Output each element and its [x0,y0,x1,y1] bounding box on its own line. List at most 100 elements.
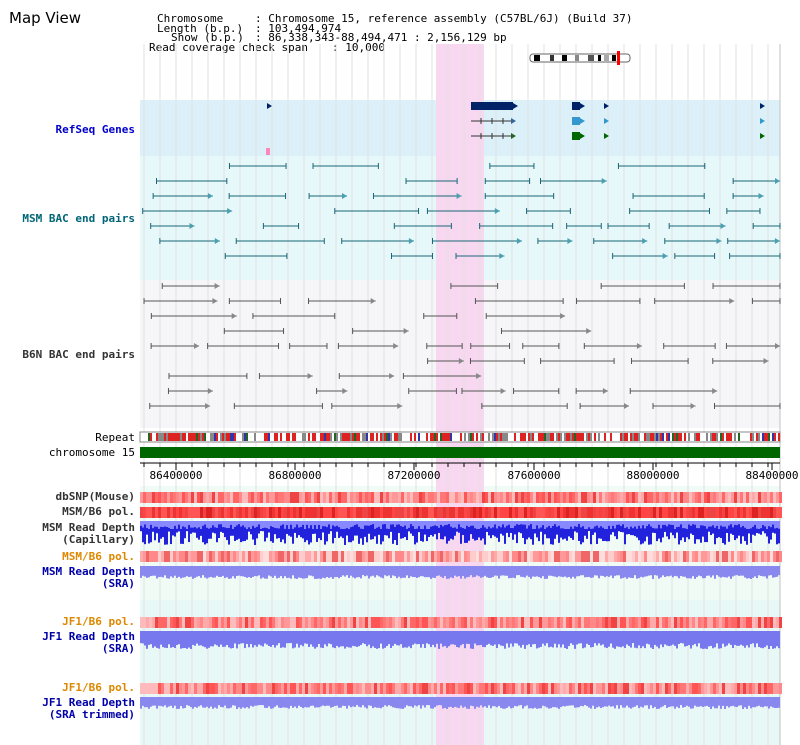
jf1-b6-pol-strip-2 [374,683,377,694]
msm-capillary-depth-bar [290,521,292,537]
jf1-b6-pol-strip [701,617,704,628]
gene-highlight-mark [266,148,270,155]
jf1-b6-pol-strip [230,617,233,628]
msm-b6-pol-strip [374,507,377,518]
repeat-segment [532,433,534,441]
msm-b6-pol-strip-2 [278,551,281,562]
jf1-trim-depth-bar [536,697,538,709]
jf1-b6-pol-strip-2 [569,683,572,694]
jf1-sra-depth-bar [484,631,486,648]
jf1-trim-depth-bar [702,697,704,707]
msm-capillary-depth-light [758,521,760,529]
jf1-sra-depth-bar [162,631,164,648]
jf1-sra-depth-bar [312,631,314,647]
msm-capillary-depth-bar [566,521,568,541]
msm-bac-features[interactable] [142,163,781,259]
jf1-sra-depth-bar [544,631,546,646]
jf1-trim-depth-bar [720,697,722,709]
msm-sra-depth-bar [468,566,470,577]
msm-capillary-depth-light [752,521,754,527]
msm-b6-pol-strip-2 [527,551,530,562]
jf1-trim-depth-bar [742,697,744,709]
jf1-sra-depth-bar [674,631,676,646]
msm-b6-pol-strip-2 [320,551,323,562]
msm-capillary-depth-light [328,521,330,525]
jf1-trim-depth-bar [292,697,294,708]
msm-b6-pol-strip-2 [302,551,305,562]
repeat-segment [482,433,484,441]
msm-b6-pol-strip [503,507,506,518]
msm-sra-depth-bar [764,566,766,577]
repeat-segment [268,433,270,441]
jf1-b6-pol-strip [518,617,521,628]
msm-b6-pol-strip-2 [572,551,575,562]
refseq-gene-features[interactable] [266,102,765,155]
msm-capillary-depth-bar [384,521,386,536]
jf1-b6-pol-strip-2 [599,683,602,694]
jf1-sra-depth-bar [610,631,612,644]
msm-b6-pol-strip-2 [680,551,683,562]
msm-b6-pol-strip-2 [392,551,395,562]
msm-sra-depth-bar [356,566,358,578]
jf1-b6-pol-strip-2 [440,683,443,694]
msm-capillary-depth-bar [420,521,422,541]
jf1-b6-pol-strip-2 [752,683,755,694]
jf1-trim-depth-bar [338,697,340,708]
jf1-b6-pol-strip [464,617,467,628]
msm-b6-pol-strip [269,507,272,518]
msm-capillary-depth-bar [724,521,726,545]
msm-capillary-depth-light [538,521,540,529]
msm-sra-depth-bar [466,566,468,578]
jf1-trim-depth-bar [414,697,416,706]
jf1-b6-pol-strip [362,617,365,628]
jf1-trim-depth-bar [222,697,224,708]
dbsnp-strip [665,492,668,503]
msm-capillary-depth-light [304,521,306,529]
msm-sra-depth-bar [728,566,730,577]
b6n-bac-features[interactable] [143,283,781,409]
msm-sra-depth-bar [612,566,614,579]
msm-capillary-depth-bar [244,521,246,542]
dbsnp-strip [560,492,563,503]
msm-capillary-depth-light [642,521,644,526]
dbsnp-strip [563,492,566,503]
jf1-sra-depth-bar [598,631,600,644]
dbsnp-strip [725,492,728,503]
ideogram-band [550,55,554,61]
jf1-b6-pol-strip-2 [173,683,176,694]
msm-capillary-depth-bar [492,521,494,536]
jf1-b6-pol-strip-2 [248,683,251,694]
msm-b6-pol-strip-2 [173,551,176,562]
dbsnp-strip [275,492,278,503]
jf1-b6-pol-strip-2 [215,683,218,694]
msm-capillary-depth-light [366,521,368,526]
msm-capillary-depth-bar [314,521,316,534]
jf1-sra-depth-bar [634,631,636,648]
msm-capillary-depth-light [768,521,770,527]
msm-sra-depth-bar [376,566,378,576]
jf1-b6-pol-strip-2 [293,683,296,694]
jf1-trim-depth-bar [772,697,774,708]
dbsnp-strip [443,492,446,503]
jf1-b6-pol-strip [278,617,281,628]
msm-b6-pol-strip-2 [707,551,710,562]
msm-sra-depth-bar [576,566,578,577]
msm-b6-pol-strip-2 [143,551,146,562]
repeat-segment [498,433,500,441]
jf1-b6-pol-strip [281,617,284,628]
msm-sra-depth-bar [774,566,776,578]
msm-capillary-depth-light [286,521,288,526]
jf1-b6-pol-strip-2 [773,683,776,694]
msm-capillary-depth-bar [410,521,412,534]
repeat-segment [766,433,768,441]
jf1-b6-pol-strip-2 [686,683,689,694]
jf1-b6-pol-strip-2 [566,683,569,694]
msm-capillary-depth-light [182,521,184,527]
jf1-sra-depth-bar [206,631,208,649]
dbsnp-strip [302,492,305,503]
jf1-b6-pol-strip-2 [275,683,278,694]
dbsnp-strip [398,492,401,503]
chromosome-ideogram[interactable] [529,51,631,65]
msm-sra-depth-bar [162,566,164,578]
